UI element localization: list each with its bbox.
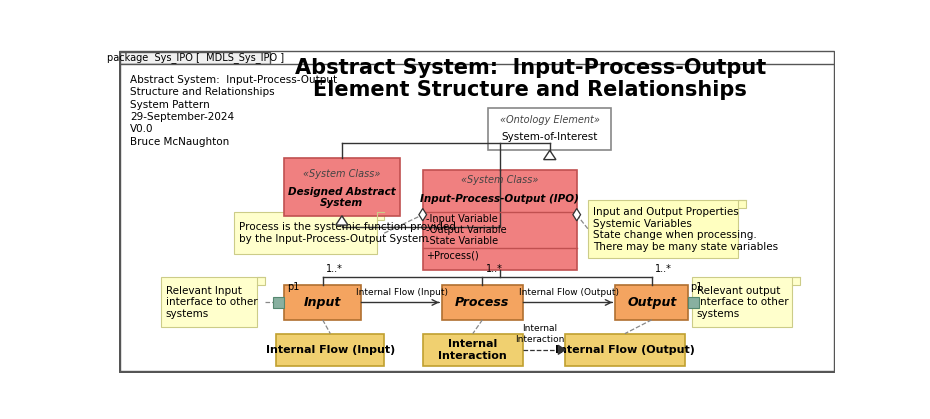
Text: -State Variable: -State Variable bbox=[426, 236, 498, 246]
Text: +Process(): +Process() bbox=[426, 251, 479, 260]
Bar bbox=[423, 170, 577, 270]
Bar bbox=[423, 334, 523, 366]
Bar bbox=[120, 52, 271, 64]
Text: Output: Output bbox=[627, 296, 676, 309]
Text: Element Structure and Relationships: Element Structure and Relationships bbox=[313, 80, 748, 100]
Bar bbox=[442, 285, 523, 320]
Bar bbox=[565, 334, 684, 366]
Polygon shape bbox=[558, 345, 565, 354]
Text: Internal Flow (Output): Internal Flow (Output) bbox=[555, 345, 695, 355]
Text: System-of-Interest: System-of-Interest bbox=[501, 132, 598, 142]
Text: Relevant output
Interface to other
systems: Relevant output Interface to other syste… bbox=[697, 286, 789, 319]
Bar bbox=[488, 108, 611, 150]
PathPatch shape bbox=[692, 277, 800, 328]
Polygon shape bbox=[336, 216, 348, 225]
Text: Internal Flow (Output): Internal Flow (Output) bbox=[519, 288, 619, 297]
Text: Abstract System:  Input-Process-Output: Abstract System: Input-Process-Output bbox=[130, 75, 338, 85]
PathPatch shape bbox=[234, 212, 384, 254]
Text: 29-September-2024: 29-September-2024 bbox=[130, 112, 234, 122]
Text: Structure and Relationships: Structure and Relationships bbox=[130, 87, 274, 97]
Text: 1..*: 1..* bbox=[655, 264, 671, 274]
Bar bbox=[688, 297, 699, 308]
Polygon shape bbox=[573, 209, 580, 221]
Text: Internal Flow (Input): Internal Flow (Input) bbox=[355, 288, 447, 297]
Text: «System Class»: «System Class» bbox=[303, 169, 380, 179]
Text: Internal Flow (Input): Internal Flow (Input) bbox=[266, 345, 395, 355]
Text: p1: p1 bbox=[287, 282, 299, 292]
Text: package  Sys_IPO [  MDLS_Sys_IPO ]: package Sys_IPO [ MDLS_Sys_IPO ] bbox=[107, 52, 284, 63]
Polygon shape bbox=[544, 150, 556, 160]
Text: p1: p1 bbox=[690, 282, 702, 292]
Text: 1..*: 1..* bbox=[485, 264, 502, 274]
Text: Designed Abstract
System: Designed Abstract System bbox=[288, 186, 396, 208]
Text: Process is the systemic function provided
by the Input-Process-Output System: Process is the systemic function provide… bbox=[239, 222, 456, 244]
Text: Input: Input bbox=[304, 296, 341, 309]
Bar bbox=[616, 285, 688, 320]
Polygon shape bbox=[418, 209, 427, 221]
Text: -Output Variable: -Output Variable bbox=[426, 225, 507, 235]
Bar bbox=[273, 297, 285, 308]
Text: Bruce McNaughton: Bruce McNaughton bbox=[130, 137, 230, 147]
Bar bbox=[276, 334, 384, 366]
Text: Abstract System:  Input-Process-Output: Abstract System: Input-Process-Output bbox=[295, 58, 766, 78]
Text: 1..*: 1..* bbox=[326, 264, 342, 274]
Text: Process: Process bbox=[455, 296, 510, 309]
Text: V0.0: V0.0 bbox=[130, 124, 153, 134]
Bar bbox=[285, 285, 361, 320]
Text: Input and Output Properties
Systemic Variables
State change when processing.
The: Input and Output Properties Systemic Var… bbox=[593, 207, 778, 252]
Text: Internal
Interaction: Internal Interaction bbox=[515, 324, 565, 344]
PathPatch shape bbox=[161, 277, 265, 328]
Text: Input-Process-Output (IPO): Input-Process-Output (IPO) bbox=[420, 194, 579, 204]
Text: Internal
Interaction: Internal Interaction bbox=[438, 339, 507, 361]
PathPatch shape bbox=[589, 200, 746, 258]
Text: System Pattern: System Pattern bbox=[130, 100, 210, 109]
Bar bbox=[285, 158, 400, 216]
Text: «Ontology Element»: «Ontology Element» bbox=[499, 115, 600, 125]
Text: Relevant Input
interface to other
systems: Relevant Input interface to other system… bbox=[166, 286, 258, 319]
Text: «System Class»: «System Class» bbox=[461, 175, 538, 185]
Text: -Input Variable: -Input Variable bbox=[426, 215, 498, 224]
